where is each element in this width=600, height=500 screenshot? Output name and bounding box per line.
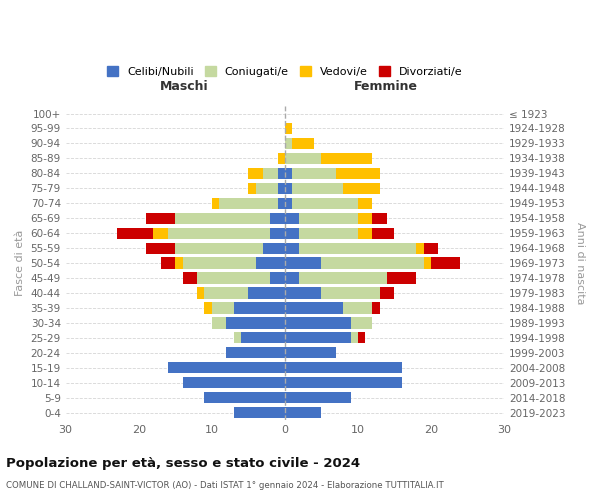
Bar <box>248 168 263 179</box>
Bar <box>241 332 285 344</box>
Bar <box>154 228 168 239</box>
Y-axis label: Fasce di età: Fasce di età <box>15 230 25 296</box>
Bar <box>358 212 373 224</box>
Bar <box>380 288 394 298</box>
Bar <box>285 242 299 254</box>
Bar <box>299 228 358 239</box>
Bar <box>358 332 365 344</box>
Bar <box>226 347 285 358</box>
Bar <box>270 228 285 239</box>
Bar <box>285 258 322 268</box>
Bar <box>285 407 322 418</box>
Bar <box>161 258 175 268</box>
Bar <box>292 182 343 194</box>
Bar <box>285 288 322 298</box>
Bar <box>285 123 292 134</box>
Bar <box>212 318 226 328</box>
Bar <box>373 302 380 314</box>
Bar <box>373 228 394 239</box>
Bar <box>322 288 380 298</box>
Bar <box>416 242 424 254</box>
Bar <box>336 168 380 179</box>
Bar <box>387 272 416 283</box>
Bar <box>270 272 285 283</box>
Bar <box>212 198 219 209</box>
Bar <box>322 258 424 268</box>
Bar <box>431 258 460 268</box>
Bar <box>285 153 322 164</box>
Text: COMUNE DI CHALLAND-SAINT-VICTOR (AO) - Dati ISTAT 1° gennaio 2024 - Elaborazione: COMUNE DI CHALLAND-SAINT-VICTOR (AO) - D… <box>6 481 444 490</box>
Bar <box>226 318 285 328</box>
Bar <box>197 288 205 298</box>
Bar <box>182 272 197 283</box>
Bar <box>285 198 292 209</box>
Bar <box>285 318 350 328</box>
Bar <box>322 153 373 164</box>
Bar <box>285 168 292 179</box>
Bar <box>175 212 270 224</box>
Bar <box>285 362 401 374</box>
Bar <box>182 258 256 268</box>
Bar <box>343 182 380 194</box>
Bar <box>278 153 285 164</box>
Bar <box>219 198 278 209</box>
Bar <box>285 272 299 283</box>
Bar <box>168 228 270 239</box>
Bar <box>424 258 431 268</box>
Bar <box>358 228 373 239</box>
Bar <box>182 377 285 388</box>
Bar <box>248 288 285 298</box>
Bar <box>256 258 285 268</box>
Bar <box>285 347 336 358</box>
Bar <box>292 198 358 209</box>
Bar <box>270 212 285 224</box>
Bar <box>424 242 438 254</box>
Bar <box>205 302 212 314</box>
Bar <box>248 182 256 194</box>
Text: Femmine: Femmine <box>353 80 418 94</box>
Bar <box>285 228 299 239</box>
Bar <box>292 168 336 179</box>
Bar <box>175 242 263 254</box>
Bar <box>256 182 278 194</box>
Bar <box>299 212 358 224</box>
Y-axis label: Anni di nascita: Anni di nascita <box>575 222 585 304</box>
Bar <box>263 242 285 254</box>
Bar <box>285 182 292 194</box>
Bar <box>233 407 285 418</box>
Bar <box>197 272 270 283</box>
Bar <box>233 302 285 314</box>
Bar <box>175 258 182 268</box>
Bar <box>285 332 350 344</box>
Bar <box>299 272 387 283</box>
Bar <box>278 182 285 194</box>
Bar <box>373 212 387 224</box>
Bar <box>263 168 278 179</box>
Bar <box>350 318 373 328</box>
Legend: Celibi/Nubili, Coniugati/e, Vedovi/e, Divorziati/e: Celibi/Nubili, Coniugati/e, Vedovi/e, Di… <box>103 62 467 81</box>
Bar <box>233 332 241 344</box>
Bar <box>358 198 373 209</box>
Text: Maschi: Maschi <box>160 80 208 94</box>
Bar <box>205 288 248 298</box>
Bar <box>168 362 285 374</box>
Text: Popolazione per età, sesso e stato civile - 2024: Popolazione per età, sesso e stato civil… <box>6 458 360 470</box>
Bar <box>285 392 350 404</box>
Bar <box>278 198 285 209</box>
Bar <box>292 138 314 149</box>
Bar <box>350 332 358 344</box>
Bar <box>285 302 343 314</box>
Bar <box>205 392 285 404</box>
Bar <box>285 212 299 224</box>
Bar <box>146 242 175 254</box>
Bar <box>343 302 373 314</box>
Bar <box>117 228 154 239</box>
Bar <box>146 212 175 224</box>
Bar <box>299 242 416 254</box>
Bar <box>212 302 233 314</box>
Bar <box>285 138 292 149</box>
Bar <box>278 168 285 179</box>
Bar <box>285 377 401 388</box>
